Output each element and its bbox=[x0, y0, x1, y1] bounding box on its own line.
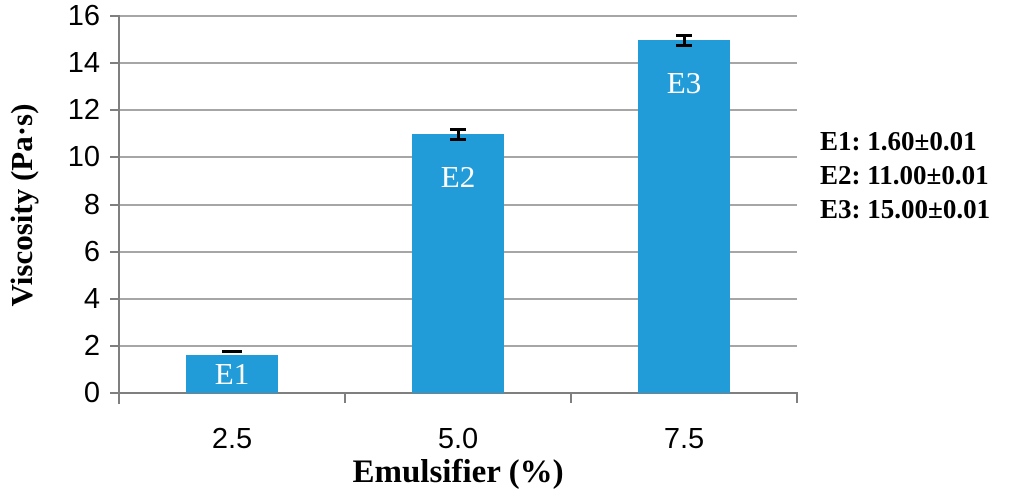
y-axis-tick bbox=[110, 62, 119, 65]
y-axis-title: Viscosity (Pa·s) bbox=[4, 103, 39, 307]
y-tick-label: 2 bbox=[83, 329, 100, 362]
gridline bbox=[119, 109, 797, 112]
y-axis-tick bbox=[110, 109, 119, 112]
error-bar bbox=[683, 33, 686, 47]
annotation-block: E1: 1.60±0.01 E2: 11.00±0.01 E3: 15.00±0… bbox=[820, 124, 990, 226]
y-tick-label: 10 bbox=[67, 141, 100, 174]
x-axis-tick bbox=[570, 393, 572, 403]
y-tick-label: 0 bbox=[83, 377, 100, 409]
x-axis-title: Emulsifier (%) bbox=[352, 454, 564, 490]
y-axis-line bbox=[118, 15, 120, 404]
x-axis-tick bbox=[796, 393, 798, 403]
x-axis-line bbox=[118, 392, 798, 394]
x-axis-tick bbox=[344, 393, 346, 403]
y-tick-label: 16 bbox=[67, 0, 100, 32]
y-tick-label: 8 bbox=[83, 188, 100, 221]
y-tick-label: 4 bbox=[83, 282, 100, 315]
x-axis-tick bbox=[118, 393, 120, 403]
error-bar bbox=[222, 350, 242, 354]
y-axis-tick bbox=[110, 250, 119, 253]
y-tick-label: 6 bbox=[83, 235, 100, 268]
bar-label: E3 bbox=[666, 64, 702, 100]
x-tick-label: 5.0 bbox=[437, 423, 479, 455]
bar bbox=[186, 355, 278, 393]
bar-label: E2 bbox=[440, 158, 476, 194]
y-axis-tick bbox=[110, 156, 119, 159]
y-axis-tick bbox=[110, 344, 119, 347]
y-tick-label: 12 bbox=[67, 94, 100, 127]
bar bbox=[638, 39, 730, 393]
annotation-line: E2: 11.00±0.01 bbox=[820, 160, 989, 190]
x-tick-label: 7.5 bbox=[663, 423, 705, 455]
y-axis-tick bbox=[110, 297, 119, 300]
gridline bbox=[119, 15, 797, 17]
y-axis-tick bbox=[110, 392, 119, 394]
annotation-line: E1: 1.60±0.01 bbox=[820, 126, 977, 156]
error-bar bbox=[457, 127, 460, 141]
x-tick-label: 2.5 bbox=[211, 423, 253, 455]
y-axis-tick bbox=[110, 15, 119, 17]
bar-label: E1 bbox=[214, 356, 250, 392]
gridline bbox=[119, 62, 797, 65]
bar bbox=[412, 133, 504, 393]
y-tick-label: 14 bbox=[67, 47, 100, 80]
annotation-line: E3: 15.00±0.01 bbox=[820, 194, 991, 224]
y-axis-tick bbox=[110, 203, 119, 206]
